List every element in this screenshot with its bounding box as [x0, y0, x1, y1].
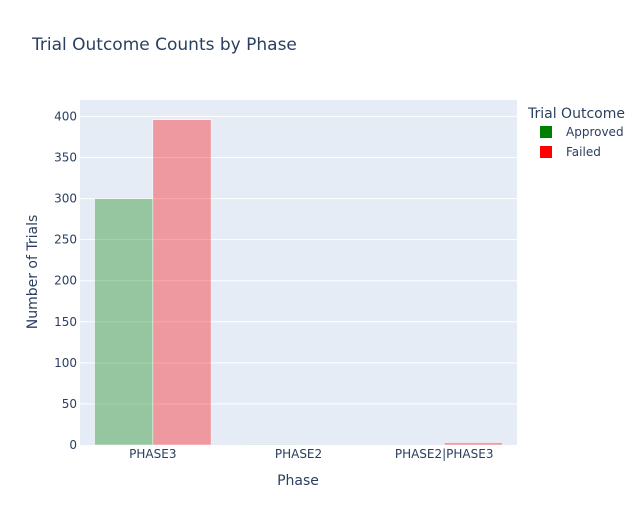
x-tick-label: PHASE2 — [275, 447, 322, 461]
legend-swatch-approved[interactable] — [540, 126, 552, 138]
y-axis-ticks: 0 50 100 150 200 250 300 350 400 — [54, 109, 77, 452]
bar-failed-phase2-phase3[interactable] — [443, 442, 503, 446]
y-axis-title: Number of Trials — [25, 215, 41, 330]
bar-approved-phase2[interactable] — [239, 443, 299, 446]
chart-title: Trial Outcome Counts by Phase — [31, 35, 297, 55]
x-axis-ticks: PHASE3 PHASE2 PHASE2|PHASE3 — [129, 447, 493, 461]
y-tick-label: 400 — [54, 109, 77, 123]
bars — [94, 119, 503, 446]
y-tick-label: 200 — [54, 274, 77, 288]
y-tick-label: 0 — [69, 438, 77, 452]
legend-swatch-failed[interactable] — [540, 146, 552, 158]
legend-label-approved[interactable]: Approved — [566, 125, 624, 139]
x-tick-label: PHASE3 — [129, 447, 176, 461]
y-tick-label: 150 — [54, 315, 77, 329]
legend-title: Trial Outcome — [527, 106, 625, 122]
x-axis-title: Phase — [277, 473, 319, 489]
bar-failed-phase3[interactable] — [152, 119, 212, 446]
y-tick-label: 50 — [62, 397, 77, 411]
legend: Trial Outcome Approved Failed — [527, 106, 625, 159]
bar-approved-phase3[interactable] — [94, 198, 154, 446]
y-tick-label: 100 — [54, 356, 77, 370]
x-tick-label: PHASE2|PHASE3 — [395, 447, 494, 461]
y-tick-label: 300 — [54, 192, 77, 206]
y-tick-label: 350 — [54, 151, 77, 165]
legend-label-failed[interactable]: Failed — [566, 145, 601, 159]
y-tick-label: 250 — [54, 233, 77, 247]
